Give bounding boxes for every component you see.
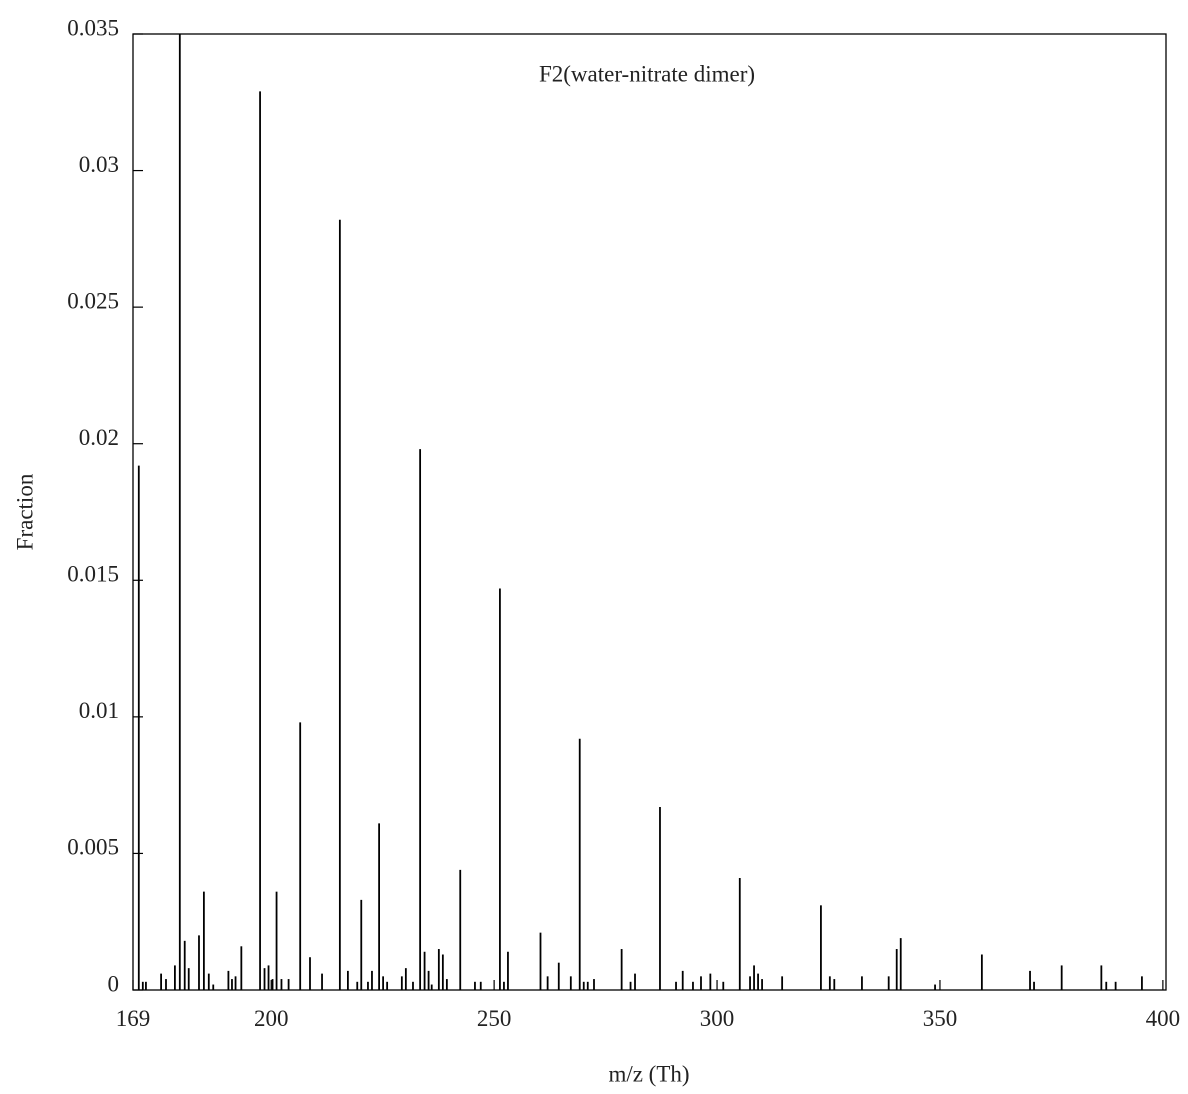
y-tick-label: 0.035 xyxy=(67,15,119,40)
x-tick-label: 350 xyxy=(923,1006,958,1031)
x-tick-label: 169 xyxy=(116,1006,151,1031)
y-tick-label: 0.01 xyxy=(79,698,119,723)
y-tick-label: 0.005 xyxy=(67,835,119,860)
y-tick-label: 0.025 xyxy=(67,288,119,313)
y-tick-label: 0.02 xyxy=(79,425,119,450)
y-tick-label: 0.015 xyxy=(67,562,119,587)
chart-title: F2(water-nitrate dimer) xyxy=(539,61,755,86)
x-tick-label: 250 xyxy=(477,1006,512,1031)
x-tick-label: 400 xyxy=(1146,1006,1181,1031)
y-tick-label: 0.03 xyxy=(79,152,119,177)
y-axis-label: Fraction xyxy=(12,473,37,550)
plot-frame xyxy=(132,33,1167,991)
x-tick-label: 300 xyxy=(700,1006,735,1031)
x-tick-label: 200 xyxy=(254,1006,289,1031)
x-axis-label: m/z (Th) xyxy=(608,1061,689,1086)
y-tick-label: 0 xyxy=(108,971,120,996)
